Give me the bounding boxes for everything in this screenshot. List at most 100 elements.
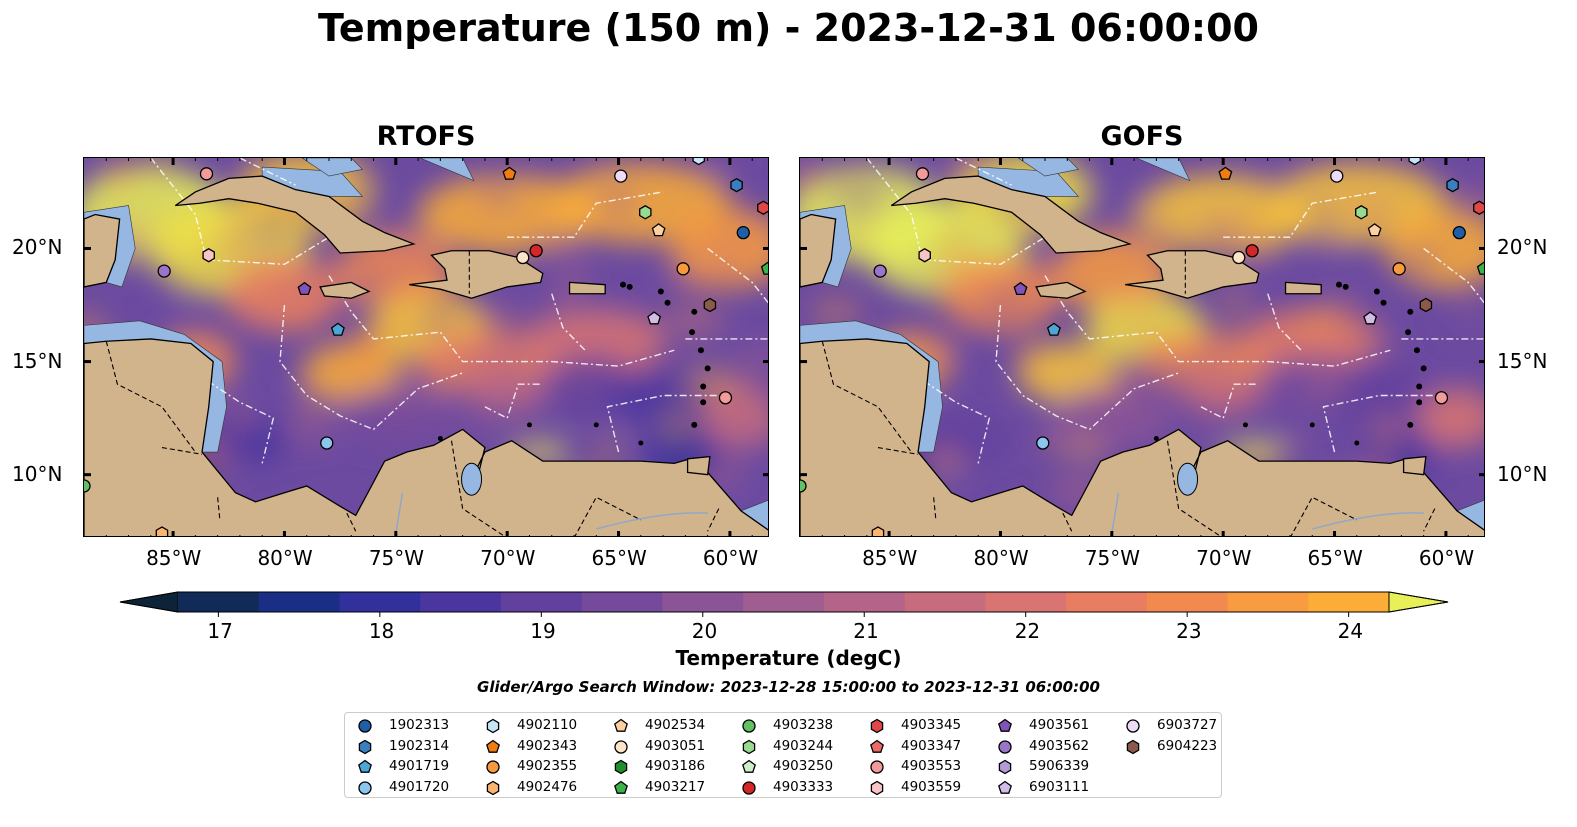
- legend-label: 4901719: [389, 758, 450, 774]
- float-4902110-a: [692, 158, 705, 166]
- float-4902110-a: [1408, 158, 1421, 166]
- hexagon-marker-icon: [870, 718, 884, 734]
- float-1902313-a: [736, 225, 750, 240]
- legend-label: 4902343: [517, 737, 578, 754]
- lon-tick-label: 75°W: [368, 546, 425, 570]
- lat-tick-label-right: 20°N: [1497, 235, 1548, 260]
- lon-tick-label: 80°W: [973, 546, 1029, 570]
- float-4901720-a: [320, 436, 334, 450]
- hexagon-marker-icon: [742, 739, 756, 754]
- lat-tick-label-left: 10°N: [12, 461, 63, 486]
- float-4903238-a: [800, 479, 807, 493]
- colorbar-tick-label: 17: [207, 619, 233, 643]
- lon-tick-label: 80°W: [257, 546, 313, 570]
- colorbar-segment: [420, 592, 502, 612]
- float-legend: 1902313 1902314 4901719 4901720 4902110 49023…: [344, 712, 1222, 798]
- circle-marker-icon: [1126, 719, 1140, 733]
- map-panel-rtofs: [83, 157, 769, 537]
- land-puertorico: [568, 281, 606, 295]
- colorbar-segment: [823, 592, 906, 612]
- land-jamaica: [1035, 281, 1087, 299]
- hexagon-marker-icon: [998, 759, 1012, 775]
- float-4903561-a: [297, 281, 312, 296]
- eez-boundary: [1044, 275, 1391, 367]
- colorbar-segment: [581, 592, 663, 612]
- float-5906339-a: [873, 264, 887, 278]
- legend-label: 6904223: [1157, 737, 1218, 754]
- float-1902314-a: [1446, 177, 1459, 193]
- hexagon-marker-icon: [486, 780, 500, 795]
- float-4903051-a: [1232, 250, 1246, 265]
- legend-label: 5906339: [1029, 758, 1090, 774]
- lesser-antilles-island: [704, 365, 711, 372]
- eez-boundary: [955, 158, 1012, 186]
- colorbar-segment: [500, 592, 583, 612]
- float-4903345-a: [1473, 200, 1484, 215]
- lon-tick-label: 65°W: [591, 546, 647, 570]
- circle-marker-icon: [742, 780, 756, 795]
- lesser-antilles-island: [700, 399, 707, 406]
- colorbar-tick-label: 22: [1014, 619, 1041, 643]
- eez-boundary: [866, 158, 1046, 266]
- shallow-shelf: [1136, 158, 1191, 182]
- legend-label: 4903345: [901, 717, 962, 733]
- colorbar-segment: [178, 592, 260, 612]
- float-4903345-a: [757, 200, 768, 215]
- eez-boundary: [995, 304, 1179, 431]
- float-4902343-a: [1218, 166, 1233, 180]
- colorbar-tick-label: 21: [853, 619, 879, 643]
- lat-tick-label-right: 10°N: [1497, 461, 1548, 486]
- float-6903727-a: [1330, 169, 1344, 183]
- float-4902343-a: [502, 166, 517, 180]
- land-yucatan: [800, 213, 837, 288]
- lon-tick-label: 85°W: [146, 546, 202, 570]
- pentagon-marker-icon: [998, 780, 1012, 794]
- float-4903727-a: [915, 167, 930, 181]
- float-4903559-a: [918, 248, 931, 263]
- figure-title: Temperature (150 m) - 2023-12-31 06:00:0…: [317, 6, 1259, 50]
- eez-boundary: [1423, 247, 1484, 304]
- lon-tick-label: 85°W: [862, 546, 918, 570]
- legend-label: 4903333: [773, 778, 834, 795]
- circle-marker-icon: [870, 760, 884, 774]
- lesser-antilles-island: [1407, 421, 1414, 428]
- search-window-label: Glider/Argo Search Window: 2023-12-28 15…: [477, 678, 1100, 696]
- float-6904223-a: [703, 297, 717, 313]
- lesser-antilles-island: [620, 281, 626, 288]
- float-4903553-a: [718, 391, 733, 405]
- legend-label: 4901720: [389, 778, 450, 795]
- eez-boundary: [239, 158, 296, 186]
- legend-label: 4902110: [517, 717, 578, 733]
- lesser-antilles-island: [691, 421, 698, 428]
- eez-boundary: [507, 191, 664, 238]
- land-cuba: [174, 175, 416, 254]
- lat-tick-label-right: 15°N: [1497, 348, 1548, 373]
- land-jamaica: [319, 281, 371, 299]
- lat-tick-label-left: 15°N: [12, 348, 63, 373]
- legend-label: 4903562: [1029, 737, 1090, 754]
- colorbar-tick-label: 19: [530, 619, 556, 643]
- lesser-antilles-island: [664, 299, 671, 306]
- legend-label: 4903244: [773, 737, 834, 754]
- colorbar-segment: [1227, 592, 1309, 612]
- lesser-antilles-island: [700, 383, 707, 390]
- legend-label: 4903250: [773, 758, 834, 774]
- lesser-antilles-island: [1413, 347, 1420, 354]
- land-yucatan: [84, 213, 121, 288]
- float-4903217-a: [1476, 261, 1484, 275]
- colorbar: [119, 591, 1449, 617]
- legend-label: 4903553: [901, 758, 962, 774]
- legend-label: 4903186: [645, 758, 706, 774]
- colorbar-label: Temperature (degC): [675, 646, 902, 670]
- float-4903559-a: [202, 248, 215, 263]
- colorbar-tick-label: 18: [368, 619, 395, 643]
- pentagon-marker-icon: [742, 759, 756, 773]
- colorbar-segment: [662, 592, 744, 612]
- pentagon-marker-icon: [358, 759, 372, 773]
- float-4903561-a: [1013, 281, 1028, 296]
- float-6903727-a: [614, 169, 628, 183]
- float-4903238-a: [84, 479, 91, 493]
- float-4903553-a: [1434, 391, 1449, 405]
- float-6904223-a: [1419, 297, 1433, 313]
- legend-label: 6903727: [1157, 717, 1218, 733]
